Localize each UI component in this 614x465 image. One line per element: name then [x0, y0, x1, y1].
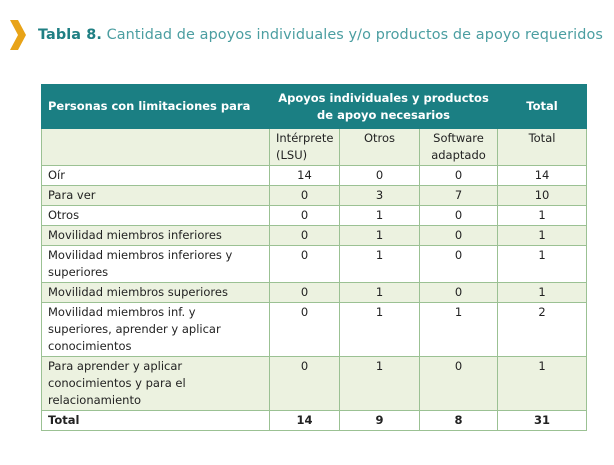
cell-total: 1 — [497, 356, 588, 411]
cell-software: 0 — [418, 356, 499, 411]
cell-interpreter: 0 — [269, 245, 340, 283]
table-title-number: Tabla 8. — [38, 27, 102, 43]
cell-software: 0 — [418, 225, 499, 246]
cell-software: 7 — [418, 185, 499, 206]
cell-software: 1 — [418, 302, 499, 357]
cell-others: 1 — [339, 282, 420, 303]
header-limitations: Personas con limitaciones para — [41, 84, 270, 129]
cell-others: 0 — [339, 165, 420, 186]
cell-interpreter: 0 — [269, 185, 340, 206]
cell-software: 0 — [418, 205, 499, 226]
chevron-right-icon — [10, 20, 26, 50]
table-row: Movilidad miembros inf. y superiores, ap… — [41, 302, 588, 357]
cell-interpreter: 14 — [269, 165, 340, 186]
subheader-row: Intérprete (LSU) Otros Software adaptado… — [41, 128, 588, 166]
table-row: Oír 14 0 0 14 — [41, 165, 588, 186]
table-row: Movilidad miembros superiores 0 1 0 1 — [41, 282, 588, 303]
total-others: 9 — [339, 410, 420, 431]
cell-total: 1 — [497, 225, 588, 246]
total-row: Total 14 9 8 31 — [41, 410, 588, 431]
subheader-interpreter: Intérprete (LSU) — [269, 128, 340, 166]
cell-others: 1 — [339, 205, 420, 226]
total-label: Total — [41, 410, 270, 431]
row-label: Movilidad miembros inferiores — [41, 225, 270, 246]
total-total: 31 — [497, 410, 588, 431]
table-row: Para ver 0 3 7 10 — [41, 185, 588, 206]
data-table: Personas con limitaciones para Apoyos in… — [41, 84, 588, 431]
table-row: Movilidad miembros inferiores 0 1 0 1 — [41, 225, 588, 246]
cell-software: 0 — [418, 245, 499, 283]
cell-interpreter: 0 — [269, 225, 340, 246]
cell-interpreter: 0 — [269, 282, 340, 303]
row-label: Movilidad miembros superiores — [41, 282, 270, 303]
table-row: Otros 0 1 0 1 — [41, 205, 588, 226]
total-interpreter: 14 — [269, 410, 340, 431]
cell-total: 14 — [497, 165, 588, 186]
cell-total: 1 — [497, 282, 588, 303]
header-row: Personas con limitaciones para Apoyos in… — [41, 84, 588, 129]
total-software: 8 — [418, 410, 499, 431]
cell-software: 0 — [418, 282, 499, 303]
subheader-total: Total — [497, 128, 588, 166]
cell-total: 1 — [497, 245, 588, 283]
cell-total: 10 — [497, 185, 588, 206]
cell-others: 1 — [339, 225, 420, 246]
row-label: Movilidad miembros inf. y superiores, ap… — [41, 302, 270, 357]
cell-software: 0 — [418, 165, 499, 186]
table-row: Para aprender y aplicar conocimientos y … — [41, 356, 588, 411]
subheader-others: Otros — [339, 128, 420, 166]
table-title: Tabla 8. Cantidad de apoyos individuales… — [38, 27, 603, 43]
cell-total: 2 — [497, 302, 588, 357]
row-label: Oír — [41, 165, 270, 186]
cell-others: 3 — [339, 185, 420, 206]
cell-interpreter: 0 — [269, 302, 340, 357]
cell-interpreter: 0 — [269, 205, 340, 226]
cell-interpreter: 0 — [269, 356, 340, 411]
subheader-software: Software adaptado — [418, 128, 499, 166]
row-label: Para ver — [41, 185, 270, 206]
table-title-text: Cantidad de apoyos individuales y/o prod… — [106, 27, 603, 43]
cell-others: 1 — [339, 356, 420, 411]
cell-total: 1 — [497, 205, 588, 226]
cell-others: 1 — [339, 302, 420, 357]
header-total: Total — [497, 84, 588, 129]
header-support-group: Apoyos individuales y productos de apoyo… — [268, 84, 499, 129]
row-label: Para aprender y aplicar conocimientos y … — [41, 356, 270, 411]
title-row: Tabla 8. Cantidad de apoyos individuales… — [10, 20, 603, 50]
cell-others: 1 — [339, 245, 420, 283]
table-row: Movilidad miembros inferiores y superior… — [41, 245, 588, 283]
subheader-empty — [41, 128, 270, 166]
row-label: Movilidad miembros inferiores y superior… — [41, 245, 270, 283]
row-label: Otros — [41, 205, 270, 226]
